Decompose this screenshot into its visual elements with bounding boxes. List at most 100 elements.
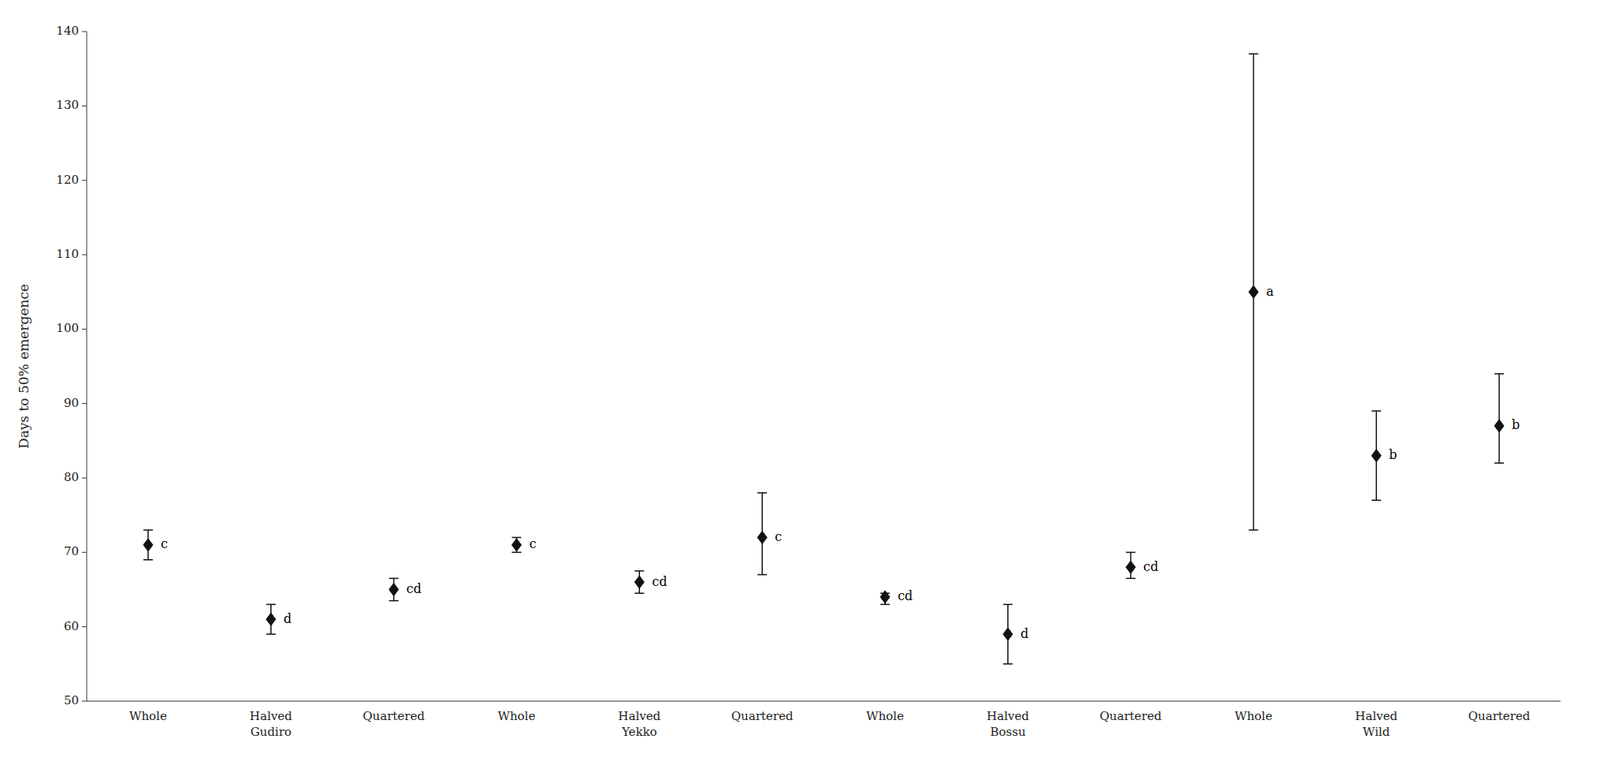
point-label: c xyxy=(774,528,782,544)
x-tick-label: Whole xyxy=(498,708,536,723)
point-label: b xyxy=(1388,446,1397,462)
error-bar xyxy=(1248,53,1258,530)
x-tick-label: HalvedBossu xyxy=(986,708,1030,739)
error-bar xyxy=(389,577,399,600)
point-label: c xyxy=(528,535,536,551)
error-bar-cap xyxy=(1126,577,1136,580)
y-tick xyxy=(81,31,87,33)
point xyxy=(143,538,153,551)
error-bar-cap xyxy=(1003,603,1013,606)
error-bar-cap xyxy=(757,491,767,494)
x-tick-label: Quartered xyxy=(362,708,425,723)
y-axis-line xyxy=(86,31,88,701)
x-tick-label: Quartered xyxy=(1099,708,1162,723)
point xyxy=(757,530,767,544)
error-bar xyxy=(634,570,644,593)
x-axis-line xyxy=(86,700,1561,702)
point-labels: cdcdccdccddcdabb xyxy=(160,283,1520,641)
y-tick xyxy=(81,179,87,181)
point-label: cd xyxy=(406,580,422,596)
error-bar-cap xyxy=(143,558,153,561)
error-bar xyxy=(1371,410,1381,500)
error-bar xyxy=(1126,551,1136,578)
error-bar-cap xyxy=(511,536,521,539)
error-bar-cap xyxy=(1248,53,1258,56)
point xyxy=(1248,285,1258,298)
x-tick-label: Whole xyxy=(866,708,905,723)
y-tick-label: 80 xyxy=(63,469,79,484)
x-tick-label-line: Gudiro xyxy=(250,724,292,739)
point xyxy=(1494,419,1504,432)
x-tick-label-line: Quartered xyxy=(1099,708,1162,723)
error-bar-cap xyxy=(880,603,890,606)
axes: 5060708090100110120130140WholeHalvedGudi… xyxy=(55,23,1561,739)
error-bar-cap xyxy=(1248,528,1258,531)
y-tick-label: 90 xyxy=(63,395,79,410)
point-label: d xyxy=(1020,625,1029,641)
error-bar-cap xyxy=(634,569,644,572)
error-bar xyxy=(1494,373,1504,463)
y-tick xyxy=(81,328,87,330)
error-bar-cap xyxy=(757,573,767,576)
x-tick-label-line: Halved xyxy=(986,708,1030,723)
point xyxy=(266,612,276,626)
y-axis-label: Days to 50% emergence xyxy=(15,283,32,449)
y-tick xyxy=(81,402,87,404)
x-tick-label-line: Halved xyxy=(617,708,661,723)
y-tick xyxy=(81,551,87,553)
point xyxy=(1126,560,1136,574)
x-tick-label-line: Whole xyxy=(129,708,168,723)
x-tick-label-line: Wild xyxy=(1362,724,1391,739)
error-bar-cap xyxy=(1494,461,1504,464)
y-tick-label: 50 xyxy=(63,692,79,707)
chart: 5060708090100110120130140WholeHalvedGudi… xyxy=(0,0,1600,780)
point-label: cd xyxy=(651,573,667,589)
y-tick-label: 140 xyxy=(55,23,79,38)
x-tick-label-line: Whole xyxy=(498,708,536,723)
error-bar-cap xyxy=(266,632,276,635)
error-bar-cap xyxy=(143,528,153,531)
point-label: cd xyxy=(1143,558,1159,574)
x-tick-label-line: Whole xyxy=(866,708,905,723)
y-tick xyxy=(81,700,87,702)
error-bar-cap xyxy=(634,591,644,594)
y-tick xyxy=(81,254,87,256)
point xyxy=(389,583,399,596)
x-tick-label: Whole xyxy=(129,708,168,723)
point-label: cd xyxy=(897,587,913,603)
y-tick-label: 60 xyxy=(63,618,79,633)
error-bar-line xyxy=(1498,373,1500,463)
x-tick-label-line: Quartered xyxy=(362,708,425,723)
error-bar-cap xyxy=(389,577,399,580)
x-tick-label-line: Yekko xyxy=(621,724,658,739)
x-tick-label-line: Whole xyxy=(1235,708,1273,723)
point xyxy=(880,590,890,603)
y-tick-label: 100 xyxy=(55,320,79,335)
error-bar-cap xyxy=(389,599,399,602)
error-bar-cap xyxy=(1003,662,1013,665)
error-bar-cap xyxy=(511,551,521,554)
x-tick-label-line: Bossu xyxy=(989,724,1026,739)
point xyxy=(511,538,521,551)
x-tick-label: HalvedYekko xyxy=(617,708,661,739)
point-label: a xyxy=(1265,283,1274,299)
x-tick-label-line: Halved xyxy=(1354,708,1398,723)
x-tick-label: HalvedGudiro xyxy=(249,708,293,739)
marks xyxy=(143,53,1504,664)
error-bar xyxy=(266,603,276,634)
error-bar xyxy=(757,492,767,575)
y-tick-label: 120 xyxy=(55,172,79,187)
error-bar-cap xyxy=(1126,551,1136,554)
x-tick-label: HalvedWild xyxy=(1354,708,1398,739)
error-bar-cap xyxy=(1371,409,1381,412)
error-bar-cap xyxy=(1494,372,1504,375)
y-tick-label: 70 xyxy=(63,543,79,559)
error-bar xyxy=(1003,603,1013,663)
y-tick xyxy=(81,477,87,479)
x-tick-label-line: Quartered xyxy=(731,708,794,723)
y-tick-label: 130 xyxy=(55,97,79,112)
x-tick-label: Quartered xyxy=(731,708,794,723)
y-tick xyxy=(81,625,87,627)
y-tick-label: 110 xyxy=(55,246,79,261)
x-tick-label: Whole xyxy=(1235,708,1273,723)
